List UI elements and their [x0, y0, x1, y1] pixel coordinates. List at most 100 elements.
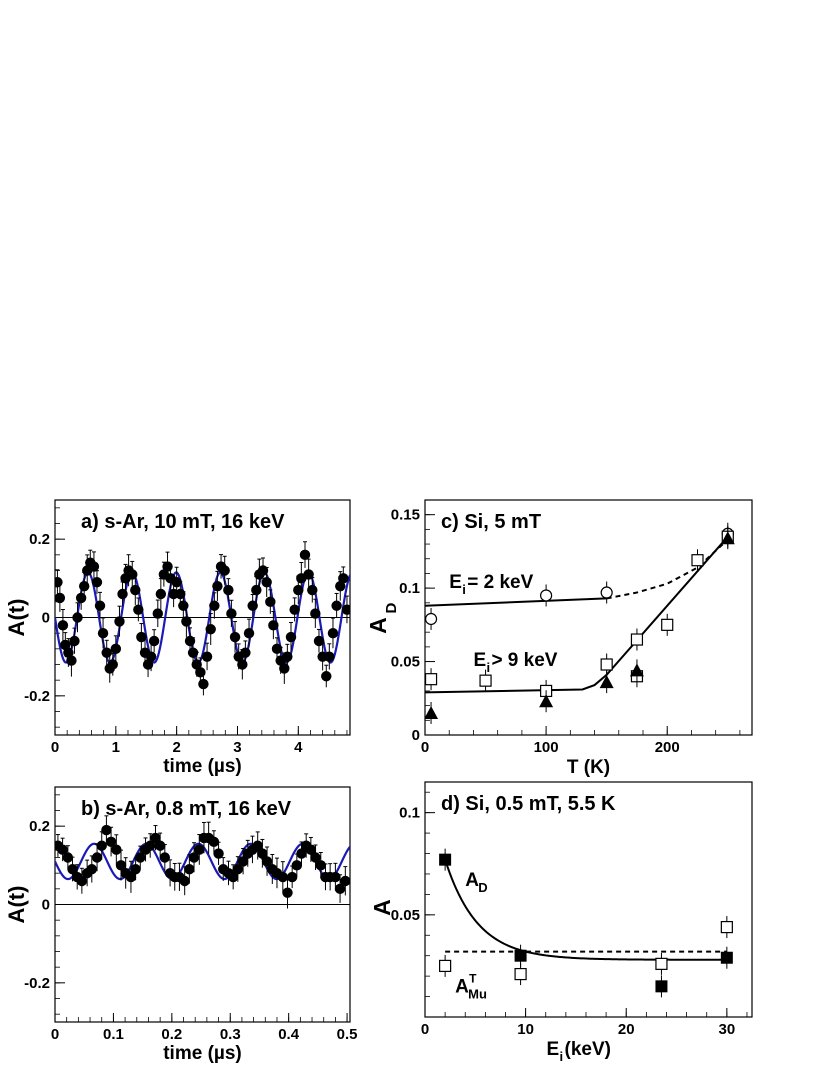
data-point [282, 887, 293, 898]
data-point [101, 824, 112, 836]
panel-a: 0 1 2 3 4 -0.2 0 0.2 a) s-Ar, 10 mT, 16 keV time … [4, 499, 351, 777]
plot-area [55, 541, 350, 696]
data-point [154, 840, 166, 851]
y-tick-label: 0.1 [399, 580, 420, 597]
x-tick-label: 2 [172, 739, 180, 756]
x-tick-label: 0 [51, 1026, 59, 1043]
data-point [237, 856, 249, 867]
data-point [66, 655, 77, 666]
data-point-open-square [720, 920, 733, 934]
x-tick-label: 100 [534, 739, 559, 756]
data-point [310, 608, 321, 619]
y-tick-label: 0.05 [391, 907, 420, 924]
x-tick-label: 0 [51, 739, 59, 756]
data-point [310, 852, 321, 863]
data-point [261, 856, 273, 867]
x-tick-label: 30 [719, 1021, 736, 1038]
data-point [117, 588, 128, 600]
data-point [57, 620, 69, 631]
y-axis-ticks: -0.2 0 0.2 [24, 507, 65, 728]
data-point [135, 852, 146, 863]
data-point [219, 565, 230, 576]
x-tick-label: 3 [233, 739, 241, 756]
data-point [110, 643, 122, 655]
y-axis-label: A(t) [4, 886, 29, 924]
data-point [179, 875, 190, 887]
panel-title: a) s-Ar, 10 mT, 16 keV [81, 511, 285, 533]
data-point [76, 875, 88, 887]
data-point [57, 844, 68, 855]
annotation-main: E [473, 650, 486, 671]
annotation-sup: T [469, 971, 477, 985]
data-point-open-square [661, 618, 674, 631]
data-point [330, 871, 341, 883]
data-point [334, 883, 346, 895]
plot-area [439, 848, 733, 998]
data-point [136, 631, 147, 643]
data-point [75, 592, 87, 604]
data-point [251, 584, 262, 596]
annotation-main: A [455, 976, 469, 997]
y-tick-label: -0.2 [24, 688, 50, 705]
data-point [91, 577, 103, 588]
data-point [67, 864, 78, 875]
data-point [130, 864, 141, 875]
x-axis-ticks: 0 10 20 30 [421, 1008, 748, 1038]
x-tick-label: 0.3 [220, 1026, 241, 1043]
x-axis-label: time (µs) [163, 1043, 242, 1064]
data-point [247, 600, 258, 611]
x-tick-label: 20 [618, 1021, 635, 1038]
data-point [324, 651, 335, 662]
data-point [321, 671, 332, 682]
y-tick-label: 0.15 [391, 507, 420, 524]
x-axis-ticks: 0 1 2 3 4 [51, 726, 348, 756]
data-point-filled-square [720, 951, 733, 964]
data-point [152, 608, 163, 619]
data-point [205, 624, 216, 635]
data-point-open-circle [425, 612, 438, 626]
data-point [341, 604, 350, 615]
data-point [227, 871, 239, 883]
fit-line [425, 536, 729, 694]
data-point [213, 848, 224, 859]
annotation-main: A [465, 870, 479, 891]
annotation-main: E [449, 572, 462, 593]
y-axis-ticks: 0 0.05 0.1 0.15 [391, 507, 435, 744]
data-point [252, 840, 263, 851]
annotation-rest: > 9 keV [491, 650, 557, 671]
data-point [96, 840, 107, 851]
data-point-filled-square [655, 980, 668, 993]
annotation-sub: Mu [468, 986, 487, 1001]
data-point [240, 647, 251, 658]
data-point [130, 584, 141, 596]
data-point-filled-triangle [629, 663, 644, 677]
y-axis-label: A [369, 899, 395, 916]
data-point [307, 584, 318, 596]
x-tick-label: 0.4 [278, 1026, 300, 1043]
plot-area [425, 522, 735, 724]
plot-frame [424, 781, 753, 1018]
data-point-open-circle [600, 586, 613, 599]
panel-b: 0 0.1 0.2 0.3 0.4 0.5 -0.2 0 0.2 b) s-Ar, 0.8 mT,… [4, 786, 358, 1064]
y-axis-label-sub: D [383, 603, 400, 614]
y-tick-label: 0 [412, 727, 420, 744]
data-point-filled-square [439, 853, 452, 866]
data-point [187, 647, 199, 658]
annotation: A MuT [455, 971, 487, 1001]
data-point [94, 600, 106, 611]
data-point [97, 627, 109, 639]
panel-title: b) s-Ar, 0.8 mT, 16 keV [81, 798, 292, 820]
data-point [114, 616, 125, 627]
data-point [72, 612, 83, 623]
x-axis-label-sub: i [560, 1049, 564, 1064]
data-point [212, 580, 223, 592]
y-tick-label: 0.05 [391, 654, 420, 671]
data-point [232, 864, 244, 875]
annotation-sub: i [486, 660, 490, 675]
data-point [282, 651, 293, 662]
data-point [229, 631, 241, 643]
x-tick-label: 10 [517, 1021, 534, 1038]
